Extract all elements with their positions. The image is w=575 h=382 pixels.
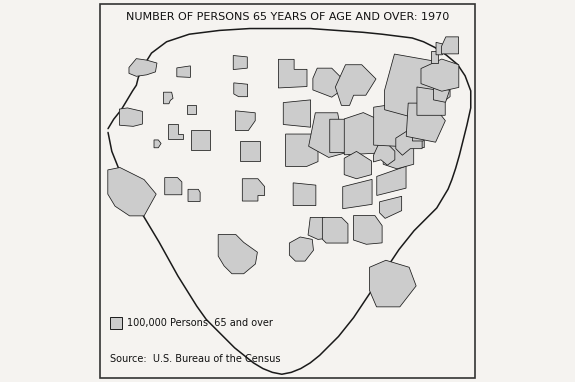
Polygon shape xyxy=(283,100,311,127)
Polygon shape xyxy=(286,134,318,167)
Polygon shape xyxy=(343,180,372,209)
Polygon shape xyxy=(164,178,182,195)
Polygon shape xyxy=(373,144,395,165)
Polygon shape xyxy=(154,140,161,148)
Polygon shape xyxy=(436,42,445,55)
Polygon shape xyxy=(370,260,416,307)
Polygon shape xyxy=(374,100,424,147)
Polygon shape xyxy=(187,105,196,114)
Polygon shape xyxy=(218,235,258,274)
Polygon shape xyxy=(293,183,316,206)
Polygon shape xyxy=(234,83,248,97)
Polygon shape xyxy=(417,87,445,115)
Polygon shape xyxy=(177,66,190,78)
Polygon shape xyxy=(240,141,260,162)
Polygon shape xyxy=(344,113,386,155)
Polygon shape xyxy=(191,130,210,150)
Text: 100,000 Persons  65 and over: 100,000 Persons 65 and over xyxy=(126,318,273,328)
Polygon shape xyxy=(421,59,459,91)
Polygon shape xyxy=(233,55,247,70)
Polygon shape xyxy=(431,51,438,63)
Polygon shape xyxy=(344,151,371,179)
Polygon shape xyxy=(380,196,402,219)
Polygon shape xyxy=(289,237,313,261)
Polygon shape xyxy=(242,179,264,201)
Polygon shape xyxy=(407,103,446,142)
Polygon shape xyxy=(412,130,423,141)
Polygon shape xyxy=(108,167,156,216)
Polygon shape xyxy=(323,217,348,243)
Polygon shape xyxy=(383,138,413,169)
Polygon shape xyxy=(313,68,342,97)
Polygon shape xyxy=(442,37,459,54)
Polygon shape xyxy=(278,59,307,88)
Polygon shape xyxy=(129,58,157,76)
Polygon shape xyxy=(396,129,422,155)
Polygon shape xyxy=(188,189,200,201)
Polygon shape xyxy=(377,166,406,196)
Polygon shape xyxy=(329,119,361,152)
Text: NUMBER OF PERSONS 65 YEARS OF AGE AND OVER: 1970: NUMBER OF PERSONS 65 YEARS OF AGE AND OV… xyxy=(126,11,449,21)
Polygon shape xyxy=(309,113,353,157)
Polygon shape xyxy=(120,108,143,126)
Text: Source:  U.S. Bureau of the Census: Source: U.S. Bureau of the Census xyxy=(110,354,281,364)
Polygon shape xyxy=(434,86,450,102)
Polygon shape xyxy=(354,215,382,244)
Polygon shape xyxy=(385,54,450,120)
Polygon shape xyxy=(236,111,255,131)
Polygon shape xyxy=(168,125,183,139)
Polygon shape xyxy=(308,217,330,240)
Polygon shape xyxy=(163,92,173,104)
Polygon shape xyxy=(335,65,376,105)
Bar xyxy=(110,317,122,329)
